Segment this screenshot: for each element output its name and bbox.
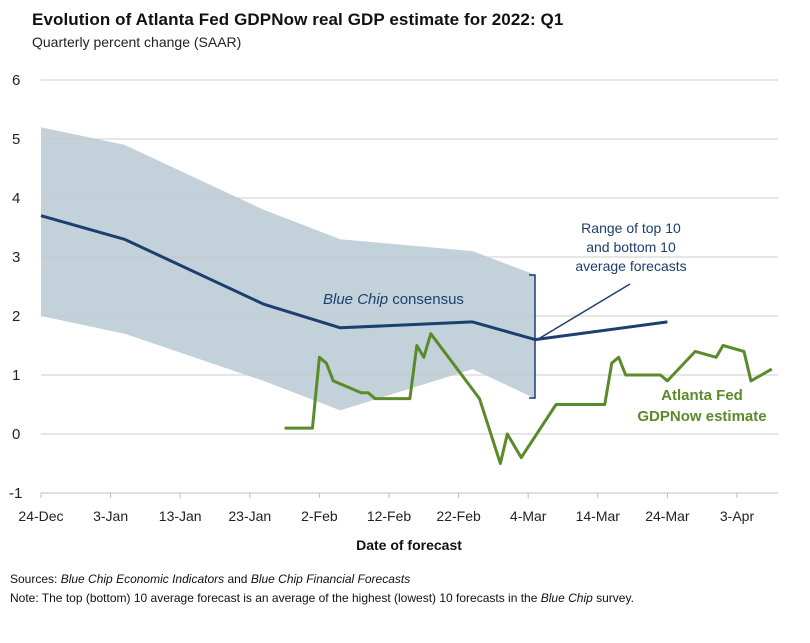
footnote: Note: The top (bottom) 10 average foreca… bbox=[10, 591, 634, 605]
x-tick-label: 14-Mar bbox=[576, 508, 621, 524]
grid-layer bbox=[41, 79, 778, 494]
chart-subtitle: Quarterly percent change (SAAR) bbox=[32, 34, 242, 50]
x-tick-label: 23-Jan bbox=[228, 508, 271, 524]
x-tick-label: 24-Dec bbox=[18, 508, 63, 524]
note-italic: Blue Chip bbox=[540, 591, 593, 605]
x-axis-label: Date of forecast bbox=[356, 537, 462, 553]
sources-and: and bbox=[224, 572, 251, 586]
gdpnow-label-line-1: Atlanta Fed bbox=[661, 387, 743, 404]
sources-title-2: Blue Chip Financial Forecasts bbox=[250, 572, 411, 586]
y-tick-label: -1 bbox=[9, 485, 22, 502]
band-layer bbox=[41, 127, 536, 411]
range-bracket bbox=[529, 274, 536, 399]
y-tick-label: 4 bbox=[12, 190, 20, 207]
sources-label: Sources: bbox=[10, 572, 58, 586]
y-tick-label: 2 bbox=[12, 308, 20, 325]
y-tick-label: 6 bbox=[12, 72, 20, 89]
x-tick-label: 2-Feb bbox=[301, 508, 338, 524]
x-tick-label: 12-Feb bbox=[367, 508, 412, 524]
gdpnow-label-line-2: GDPNow estimate bbox=[637, 408, 766, 425]
note-text: The top (bottom) 10 average forecast is … bbox=[38, 591, 541, 605]
annotation-layer: Blue Chip consensus Range of top 10 and … bbox=[323, 220, 767, 425]
y-tick-label: 1 bbox=[12, 367, 20, 384]
sources-title-1: Blue Chip Economic Indicators bbox=[60, 572, 225, 586]
consensus-label-rest: consensus bbox=[388, 291, 464, 308]
note-label: Note: bbox=[10, 591, 39, 605]
x-tick-label: 22-Feb bbox=[436, 508, 481, 524]
range-label-line-2: and bottom 10 bbox=[586, 239, 676, 255]
consensus-label-italic: Blue Chip bbox=[323, 291, 388, 308]
forecast-range-band bbox=[41, 127, 536, 411]
note-end: survey. bbox=[592, 591, 634, 605]
consensus-label: Blue Chip consensus bbox=[323, 291, 464, 308]
y-tick-label: 5 bbox=[12, 131, 20, 148]
x-tick-label: 4-Mar bbox=[510, 508, 547, 524]
y-tick-label: 0 bbox=[12, 426, 20, 443]
x-tick-label: 13-Jan bbox=[159, 508, 202, 524]
range-label-line-3: average forecasts bbox=[575, 258, 686, 274]
range-pointer-line bbox=[539, 283, 631, 339]
chart-title: Evolution of Atlanta Fed GDPNow real GDP… bbox=[32, 10, 564, 29]
y-tick-label: 3 bbox=[12, 249, 20, 266]
x-tick-label: 3-Apr bbox=[720, 508, 755, 524]
x-tick-label: 3-Jan bbox=[93, 508, 128, 524]
x-tick-label: 24-Mar bbox=[645, 508, 690, 524]
range-label-line-1: Range of top 10 bbox=[581, 220, 681, 236]
sources-note: Sources: Blue Chip Economic Indicators a… bbox=[10, 572, 410, 586]
axis-layer: 6 5 4 3 2 1 0 -1 24-Dec 3-Jan 13-Jan 23-Jan 2-Feb 12-… bbox=[9, 72, 754, 553]
